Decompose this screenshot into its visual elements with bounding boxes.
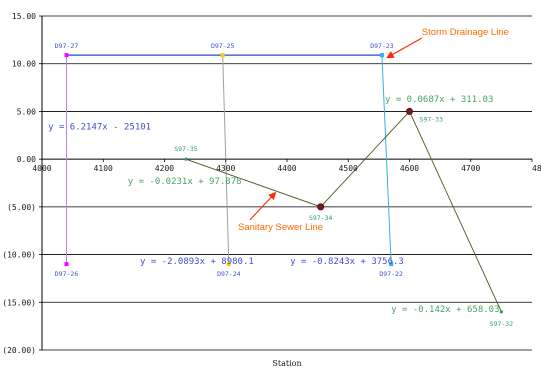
- data-point: [184, 157, 188, 161]
- point-labels: D97-26 D97-24 D97-22 D97-27 D97-25 D97-23 S97-…: [55, 42, 513, 328]
- y-tick-label: 10.00: [12, 60, 36, 69]
- y-tick-label: 15.00: [12, 12, 36, 21]
- trendline-equation: y = -0.142x + 658.03: [391, 305, 499, 315]
- x-tick-label: 4500: [339, 164, 358, 173]
- x-tick-label: 4100: [94, 164, 113, 173]
- y-tick-label: 5.00: [17, 107, 36, 116]
- trendline-equation: y = 0.0687x + 311.03: [385, 95, 493, 105]
- point-label: S97-33: [420, 115, 444, 123]
- data-point: [226, 262, 231, 267]
- x-axis-title: Station: [272, 359, 301, 368]
- x-axis-ticks: 4000 4100 4200 4300 4400 4500 4600 4700 4800: [32, 159, 541, 173]
- point-label: D97-23: [370, 42, 394, 50]
- connector-line: [381, 55, 392, 265]
- data-point: [389, 262, 394, 267]
- data-point: [220, 53, 225, 58]
- x-tick-label: 4700: [461, 164, 480, 173]
- trendline-equation: y = -0.8243x + 3756.3: [290, 257, 404, 267]
- series-line: [185, 110, 502, 313]
- trendline-labels: y = 6.2147x - 25101 y = -2.0893x + 8980.1…: [48, 95, 499, 315]
- x-tick-label: 4200: [155, 164, 174, 173]
- x-tick-label: 4300: [216, 164, 235, 173]
- y-tick-label: (5.00): [7, 203, 36, 212]
- data-point: [64, 262, 69, 267]
- data-point: [64, 53, 69, 58]
- callout-arrow: [386, 37, 423, 59]
- point-label: D97-25: [211, 42, 235, 50]
- y-tick-label: (20.00): [2, 346, 36, 355]
- data-point: [379, 53, 384, 58]
- grid-lines: [41, 15, 532, 351]
- y-tick-label: (10.00): [2, 251, 36, 260]
- callout-arrow: [249, 191, 277, 221]
- x-tick-label: 4600: [400, 164, 419, 173]
- y-tick-label: 0.00: [17, 155, 36, 164]
- y-tick-label: (15.00): [2, 298, 36, 307]
- trendline-equation: y = -2.0893x + 8980.1: [140, 257, 254, 267]
- x-tick-label: 4800: [532, 164, 541, 173]
- trendline-equation: y = 6.2147x - 25101: [48, 123, 151, 133]
- x-tick-label: 4000: [32, 164, 51, 173]
- data-point: [405, 107, 413, 115]
- x-tick-label: 4400: [277, 164, 296, 173]
- point-label: D97-24: [217, 270, 241, 278]
- data-point: [499, 310, 503, 314]
- point-label: S97-32: [490, 320, 514, 328]
- point-label: D97-22: [379, 270, 403, 278]
- annotations: Storm Drainage Line Sanitary Sewer Line: [238, 27, 509, 233]
- point-label: D97-26: [55, 270, 79, 278]
- data-point: [317, 203, 325, 211]
- callout-label: Sanitary Sewer Line: [238, 222, 323, 233]
- point-label: S97-34: [309, 214, 333, 222]
- point-label: S97-35: [174, 145, 198, 153]
- data-markers: [64, 53, 503, 314]
- y-axis-ticks: 15.00 10.00 5.00 0.00 (5.00) (10.00) (15.00) (2…: [2, 12, 42, 355]
- trendline-equation: y = -0.0231x + 97.878: [128, 177, 242, 187]
- callout-label: Storm Drainage Line: [422, 27, 509, 38]
- point-label: D97-27: [55, 42, 79, 50]
